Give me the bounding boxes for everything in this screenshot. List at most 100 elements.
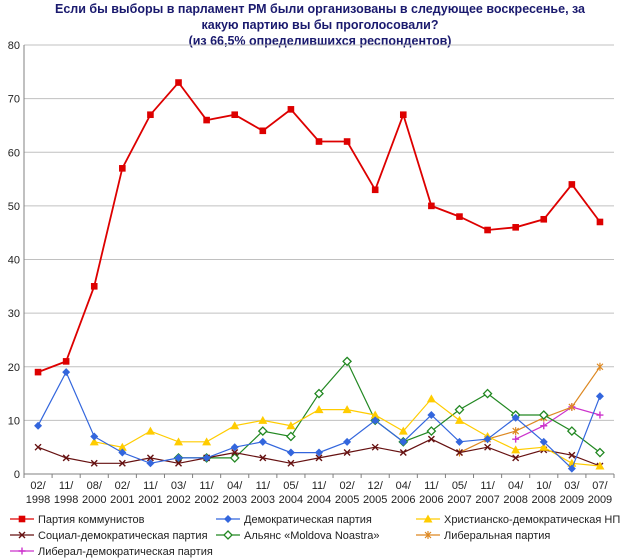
series-2-point bbox=[202, 437, 212, 446]
series-1-point bbox=[146, 459, 155, 468]
series-3-point bbox=[371, 443, 379, 451]
x-tick-label: 07/2009 bbox=[588, 480, 612, 506]
series-0-point bbox=[456, 213, 463, 220]
chart-title-line-1: Если бы выборы в парламент РМ были орган… bbox=[54, 2, 586, 16]
series-2-point bbox=[595, 461, 605, 470]
x-tick-label: 02/1998 bbox=[26, 480, 50, 506]
series-1-point bbox=[258, 437, 267, 446]
series-2-point bbox=[511, 445, 521, 454]
legend-swatch-marker bbox=[223, 530, 233, 540]
legend-label: Христианско-демократическая НП bbox=[444, 514, 620, 526]
x-tick-label: 03/2002 bbox=[166, 480, 190, 506]
series-2-point bbox=[89, 437, 99, 446]
series-3-point bbox=[399, 449, 407, 457]
series-4-point bbox=[566, 426, 577, 437]
y-tick-label: 80 bbox=[8, 40, 20, 52]
series-0-point bbox=[203, 116, 210, 124]
series-5-point bbox=[596, 362, 604, 371]
series-1-point bbox=[511, 413, 520, 422]
series-0-point bbox=[399, 111, 407, 119]
series-6-point bbox=[512, 435, 520, 443]
legend-swatch-marker bbox=[224, 515, 232, 523]
series-1-point bbox=[315, 448, 323, 457]
legend-swatch-marker bbox=[18, 547, 26, 555]
series-2-point bbox=[174, 437, 184, 446]
series-0-point bbox=[540, 215, 548, 223]
series-4-point bbox=[595, 447, 605, 458]
series-0-point bbox=[484, 226, 491, 234]
series-5-point bbox=[568, 402, 576, 411]
x-tick-label: 11/2001 bbox=[138, 480, 162, 506]
series-3-point bbox=[146, 454, 154, 462]
series-0-point bbox=[34, 368, 42, 376]
series-2-point bbox=[117, 442, 127, 451]
series-1-point bbox=[567, 464, 576, 473]
series-0-point bbox=[287, 106, 295, 113]
series-4-point bbox=[342, 356, 353, 367]
series-0-point bbox=[315, 138, 323, 145]
series-4-point bbox=[426, 426, 437, 437]
series-2-point bbox=[567, 458, 577, 467]
y-tick-label: 60 bbox=[8, 147, 20, 159]
x-tick-label: 11/2006 bbox=[419, 480, 443, 506]
series-4-point bbox=[454, 404, 465, 415]
y-tick-label: 50 bbox=[8, 201, 20, 213]
series-4-point bbox=[314, 388, 324, 399]
series-3-point bbox=[175, 459, 183, 467]
y-tick-label: 30 bbox=[8, 308, 20, 320]
series-1-point bbox=[427, 411, 436, 420]
series-0-point bbox=[512, 224, 519, 231]
series-3-point bbox=[568, 451, 576, 459]
y-tick-label: 10 bbox=[8, 415, 20, 427]
series-5-line bbox=[459, 366, 601, 454]
series-0-point bbox=[343, 138, 351, 145]
series-6-point bbox=[540, 422, 548, 430]
series-4-point bbox=[538, 410, 549, 420]
series-3-point bbox=[455, 449, 463, 457]
x-tick-label: 04/2006 bbox=[391, 480, 415, 506]
x-tick-label: 03/2009 bbox=[560, 480, 584, 506]
series-1-point bbox=[286, 448, 295, 457]
y-tick-label: 40 bbox=[8, 255, 20, 267]
series-2-point bbox=[342, 405, 352, 414]
series-1-point bbox=[230, 443, 239, 452]
x-tick-label: 05/2007 bbox=[447, 480, 471, 506]
series-0-point bbox=[90, 283, 98, 290]
x-tick-label: 08/2000 bbox=[82, 480, 106, 506]
series-1-point bbox=[202, 453, 211, 462]
series-0-point bbox=[231, 111, 239, 119]
series-6-line bbox=[515, 406, 601, 440]
legend-label: Демократическая партия bbox=[244, 514, 372, 526]
series-4-point bbox=[229, 452, 240, 463]
chart-title-line-2: какую партию вы бы проголосовали? bbox=[201, 18, 439, 32]
series-1-point bbox=[455, 437, 464, 446]
series-1-point bbox=[595, 392, 604, 401]
series-0-point bbox=[568, 181, 576, 188]
series-2-point bbox=[398, 426, 408, 435]
series-2-point bbox=[539, 442, 549, 451]
series-0-point bbox=[147, 111, 154, 119]
series-1-point bbox=[34, 421, 43, 430]
x-tick-label: 10/2008 bbox=[532, 480, 556, 506]
x-tick-label: 02/2001 bbox=[110, 480, 134, 506]
legend-label: Либерал-демократическая партия bbox=[38, 546, 213, 558]
legend-label: Партия коммунистов bbox=[38, 514, 145, 526]
series-0-point bbox=[596, 218, 604, 226]
x-tick-label: 11/2004 bbox=[307, 480, 331, 506]
series-2-point bbox=[145, 426, 155, 435]
x-tick-label: 11/2002 bbox=[194, 480, 218, 506]
series-2-point bbox=[370, 410, 380, 419]
series-1-point bbox=[118, 448, 127, 457]
series-0-point bbox=[175, 79, 182, 86]
series-3-point bbox=[62, 454, 70, 462]
series-3-point bbox=[427, 435, 435, 443]
series-1-point bbox=[539, 437, 548, 446]
series-4-point bbox=[285, 431, 296, 442]
x-tick-label: 04/2003 bbox=[222, 480, 246, 506]
legend-label: Социал-демократическая партия bbox=[38, 530, 208, 542]
series-2-point bbox=[286, 421, 296, 430]
series-0-point bbox=[62, 358, 70, 365]
y-tick-label: 0 bbox=[14, 469, 20, 481]
x-tick-label: 11/2003 bbox=[251, 480, 275, 506]
